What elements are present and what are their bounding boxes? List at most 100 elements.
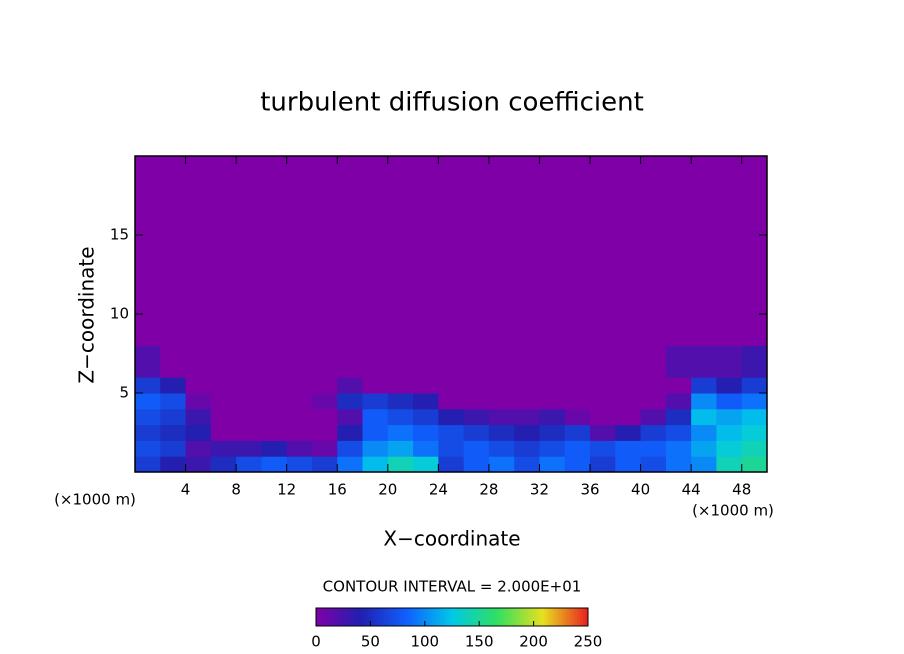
colorbar-swatch bbox=[503, 608, 507, 626]
colorbar-swatch bbox=[514, 608, 518, 626]
cell bbox=[438, 156, 465, 347]
cell bbox=[590, 393, 616, 410]
colorbar-swatch bbox=[362, 608, 366, 626]
cell bbox=[185, 424, 212, 441]
cell bbox=[387, 377, 414, 394]
cell bbox=[564, 393, 591, 410]
cell bbox=[514, 156, 540, 347]
cell bbox=[640, 408, 667, 426]
cell bbox=[463, 377, 490, 394]
cell bbox=[665, 156, 692, 347]
cell bbox=[236, 456, 262, 473]
cell bbox=[311, 377, 338, 394]
cell bbox=[210, 377, 237, 394]
colorbar-swatch bbox=[416, 608, 420, 626]
x-unit: (×1000 m) bbox=[692, 502, 774, 520]
colorbar-swatch bbox=[481, 608, 486, 626]
cell bbox=[337, 424, 364, 441]
colorbar-tick-label: 100 bbox=[410, 633, 439, 651]
cell bbox=[236, 440, 262, 457]
cell bbox=[135, 424, 161, 441]
cell bbox=[665, 393, 692, 410]
cell bbox=[236, 408, 262, 426]
colorbar-swatch bbox=[413, 608, 418, 626]
cell bbox=[261, 440, 288, 457]
cell bbox=[640, 424, 667, 441]
cell bbox=[463, 345, 490, 378]
cell bbox=[413, 408, 439, 426]
colorbar-swatch bbox=[373, 608, 377, 626]
cell bbox=[387, 456, 414, 473]
colorbar-tick-label: 200 bbox=[519, 633, 548, 651]
cell bbox=[135, 377, 161, 394]
x-tick-label: 8 bbox=[231, 481, 241, 499]
colorbar-swatch bbox=[479, 608, 483, 626]
cell bbox=[286, 156, 313, 347]
cell bbox=[564, 408, 591, 426]
cell bbox=[210, 440, 237, 457]
colorbar-swatch bbox=[394, 608, 399, 626]
colorbar-swatch bbox=[563, 608, 567, 626]
colorbar-swatch bbox=[476, 608, 480, 626]
colorbar-swatch bbox=[473, 608, 477, 626]
cell bbox=[311, 345, 338, 378]
colorbar-swatch bbox=[335, 608, 339, 626]
colorbar-swatch bbox=[492, 608, 497, 626]
cell bbox=[160, 393, 187, 410]
cell bbox=[615, 440, 642, 457]
colorbar-swatch bbox=[337, 608, 341, 626]
cell bbox=[236, 393, 262, 410]
cell bbox=[362, 345, 389, 378]
cell bbox=[210, 156, 237, 347]
cell bbox=[741, 345, 768, 378]
colorbar-swatch bbox=[419, 608, 423, 626]
cell bbox=[640, 345, 667, 378]
colorbar-swatch bbox=[522, 608, 526, 626]
colorbar-swatch bbox=[552, 608, 556, 626]
x-tick-label: 32 bbox=[530, 481, 549, 499]
cell bbox=[185, 440, 212, 457]
cell bbox=[236, 424, 262, 441]
cell bbox=[160, 440, 187, 457]
colorbar-swatch bbox=[400, 608, 404, 626]
x-tick-label: 24 bbox=[429, 481, 448, 499]
colorbar-frame bbox=[315, 607, 589, 627]
x-tick-label: 36 bbox=[580, 481, 599, 499]
cell bbox=[362, 408, 389, 426]
cell bbox=[615, 456, 642, 473]
cell bbox=[640, 440, 667, 457]
cell bbox=[691, 456, 717, 473]
cell bbox=[741, 393, 768, 410]
cell bbox=[413, 440, 439, 457]
colorbar-swatch bbox=[547, 608, 551, 626]
cell bbox=[337, 377, 364, 394]
colorbar-swatch bbox=[375, 608, 380, 626]
cell bbox=[514, 345, 540, 378]
cell bbox=[160, 345, 187, 378]
cell bbox=[615, 393, 642, 410]
cell bbox=[665, 440, 692, 457]
colorbar-swatch bbox=[370, 608, 374, 626]
cell bbox=[665, 424, 692, 441]
colorbar-swatch bbox=[441, 608, 445, 626]
colorbar-swatch bbox=[351, 608, 355, 626]
cell bbox=[135, 440, 161, 457]
cell bbox=[387, 393, 414, 410]
cell bbox=[691, 424, 717, 441]
cell bbox=[564, 456, 591, 473]
cell bbox=[691, 345, 717, 378]
colorbar-swatch bbox=[574, 608, 578, 626]
cell bbox=[716, 424, 743, 441]
cell bbox=[514, 424, 540, 441]
cell bbox=[261, 408, 288, 426]
cell bbox=[261, 393, 288, 410]
colorbar-swatch bbox=[422, 608, 426, 626]
cell bbox=[337, 456, 364, 473]
cell bbox=[311, 408, 338, 426]
cell bbox=[185, 156, 212, 347]
cell bbox=[590, 456, 616, 473]
cell bbox=[488, 156, 515, 347]
colorbar-swatch bbox=[471, 608, 475, 626]
cell bbox=[185, 408, 212, 426]
colorbar-swatch bbox=[468, 608, 472, 626]
